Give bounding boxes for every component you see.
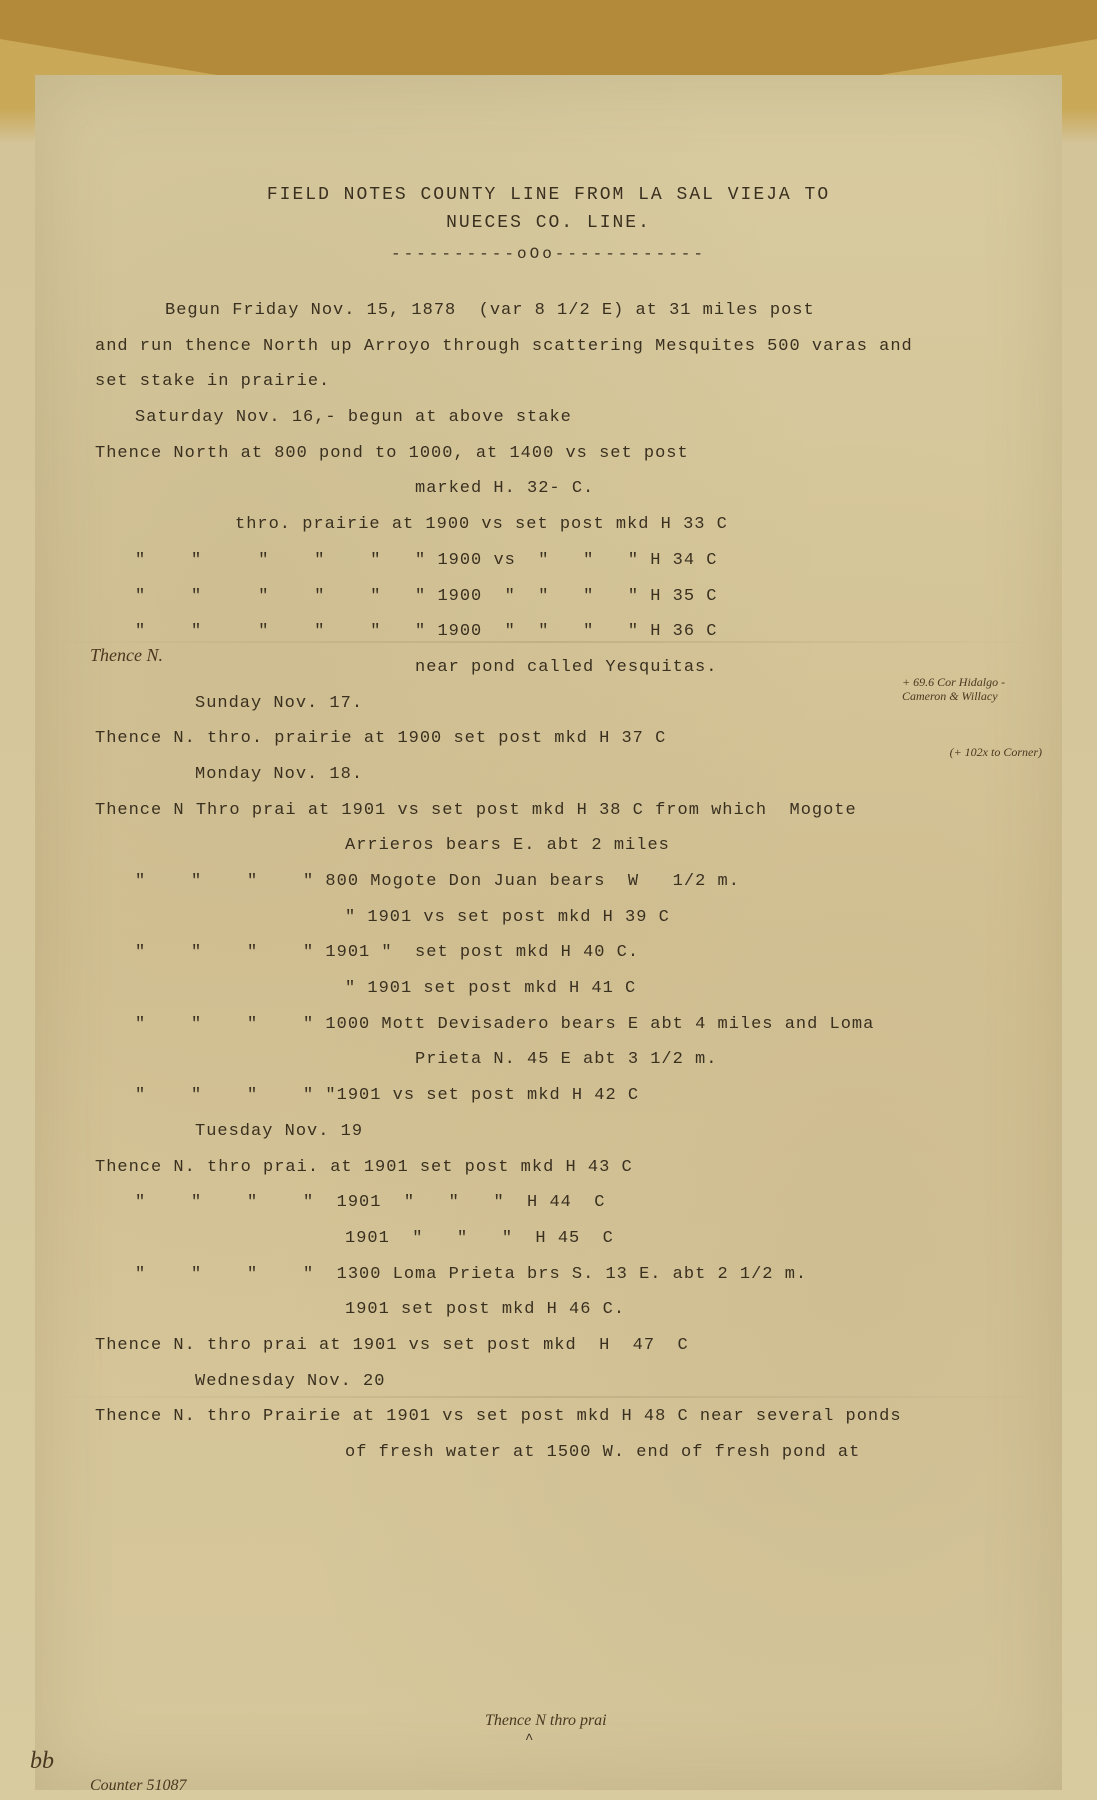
handwritten-annotation: Thence N. [90,645,163,666]
fold-line [35,641,1062,643]
handwritten-margin-note: (+ 102x to Corner) [950,745,1042,760]
document-line: Prieta N. 45 E abt 3 1/2 m. [95,1042,1002,1078]
document-line: 1901 set post mkd H 46 C. [95,1292,1002,1328]
document-line: Thence N. thro prai at 1901 vs set post … [95,1328,1002,1364]
document-line: " " " " " " 1900 vs " " " H 34 C [95,543,1002,579]
document-line: " " " " " " 1900 " " " " H 35 C [95,579,1002,615]
fold-line [35,1396,1062,1398]
document-line: Thence N. thro Prairie at 1901 vs set po… [95,1399,1002,1435]
document-line: " 1901 vs set post mkd H 39 C [95,900,1002,936]
document-line: " " " " 1901 " set post mkd H 40 C. [95,935,1002,971]
document-divider: ----------oOo------------ [95,245,1002,263]
document-line: " " " " "1901 vs set post mkd H 42 C [95,1078,1002,1114]
document-line: Thence N. thro prai. at 1901 set post mk… [95,1150,1002,1186]
document-title: FIELD NOTES COUNTY LINE FROM LA SAL VIEJ… [95,185,1002,205]
handwritten-initials: bb [30,1748,54,1775]
document-line: Tuesday Nov. 19 [95,1114,1002,1150]
document-line: Begun Friday Nov. 15, 1878 (var 8 1/2 E)… [95,293,1002,329]
document-subtitle: NUECES CO. LINE. [95,213,1002,233]
handwritten-counter: Counter 51087 [90,1777,186,1795]
document-line: " " " " 800 Mogote Don Juan bears W 1/2 … [95,864,1002,900]
handwritten-margin-note: + 69.6 Cor Hidalgo - Cameron & Willacy [902,675,1052,704]
document-line: Monday Nov. 18. [95,757,1002,793]
document-line: 1901 " " " H 45 C [95,1221,1002,1257]
document-line: Thence N. thro. prairie at 1900 set post… [95,721,1002,757]
document-line: Arrieros bears E. abt 2 miles [95,828,1002,864]
document-body: Begun Friday Nov. 15, 1878 (var 8 1/2 E)… [95,293,1002,1471]
document-line: " " " " 1300 Loma Prieta brs S. 13 E. ab… [95,1257,1002,1293]
document-line: of fresh water at 1500 W. end of fresh p… [95,1435,1002,1471]
document-line: " 1901 set post mkd H 41 C [95,971,1002,1007]
document-line: set stake in prairie. [95,364,1002,400]
document-line: Wednesday Nov. 20 [95,1364,1002,1400]
document-line: " " " " 1000 Mott Devisadero bears E abt… [95,1007,1002,1043]
document-line: Sunday Nov. 17. [95,686,1002,722]
document-line: Thence North at 800 pond to 1000, at 140… [95,436,1002,472]
document-line: marked H. 32- C. [95,471,1002,507]
document-line: " " " " 1901 " " " H 44 C [95,1185,1002,1221]
document-line: Thence N Thro prai at 1901 vs set post m… [95,793,1002,829]
document-line: and run thence North up Arroyo through s… [95,329,1002,365]
document-line: near pond called Yesquitas. [95,650,1002,686]
document-line: " " " " " " 1900 " " " " H 36 C [95,614,1002,650]
caret-mark: ^ [525,1732,533,1748]
document-paper: FIELD NOTES COUNTY LINE FROM LA SAL VIEJ… [35,75,1062,1790]
document-line: Saturday Nov. 16,- begun at above stake [95,400,1002,436]
document-line: thro. prairie at 1900 vs set post mkd H … [95,507,1002,543]
handwritten-insertion: Thence N thro prai [485,1712,607,1730]
